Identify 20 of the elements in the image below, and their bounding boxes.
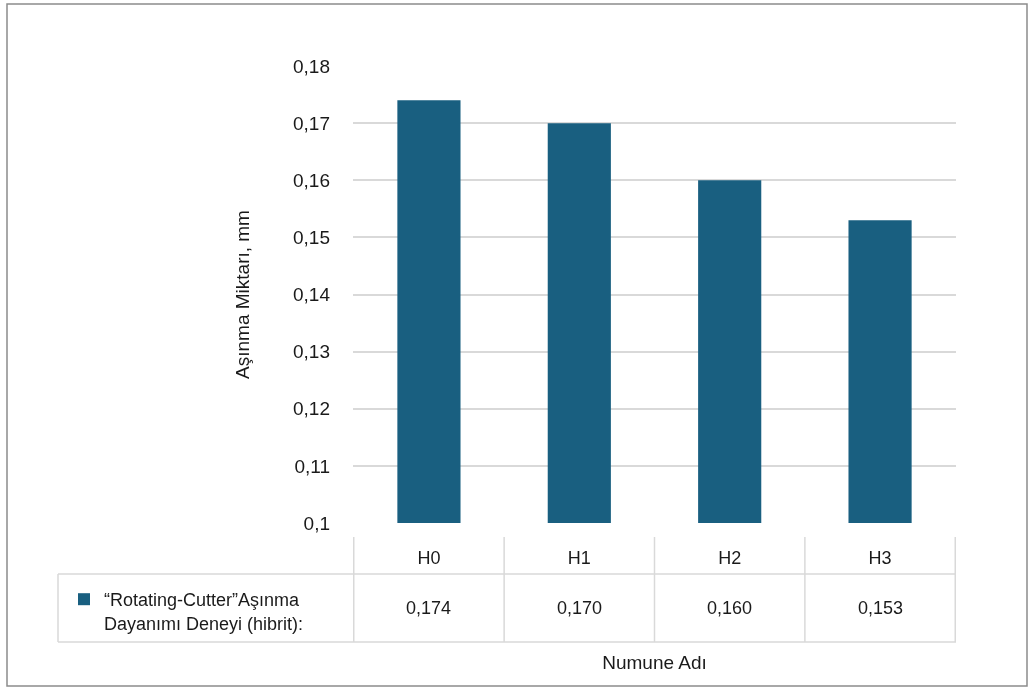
y-axis-title: Aşınma Miktarı, mm [231,210,253,379]
data-label: 0,153 [858,598,904,618]
y-tick-label: 0,17 [293,112,330,134]
x-tick-label: H0 [417,548,441,568]
legend-label: “Rotating-Cutter”Aşınma Dayanımı Deneyi (hibrit): [104,590,304,634]
y-tick-label: 0,16 [293,169,330,191]
data-label: 0,170 [557,598,603,618]
y-tick-label: 0,1 [303,512,330,534]
y-tick-label: 0,11 [294,455,330,477]
y-tick-label: 0,12 [293,398,330,420]
y-tick-label: 0,15 [293,227,330,249]
y-tick-label: 0,18 [293,55,330,77]
y-tick-label: 0,14 [293,284,331,306]
x-tick-label: H1 [567,548,591,568]
x-tick-label: H3 [868,548,892,568]
x-axis-title: Numune Adı [602,651,707,673]
data-label: 0,160 [707,598,753,618]
y-tick-label: 0,13 [293,341,330,363]
data-label: 0,174 [406,598,452,618]
x-tick-label: H2 [718,548,742,568]
